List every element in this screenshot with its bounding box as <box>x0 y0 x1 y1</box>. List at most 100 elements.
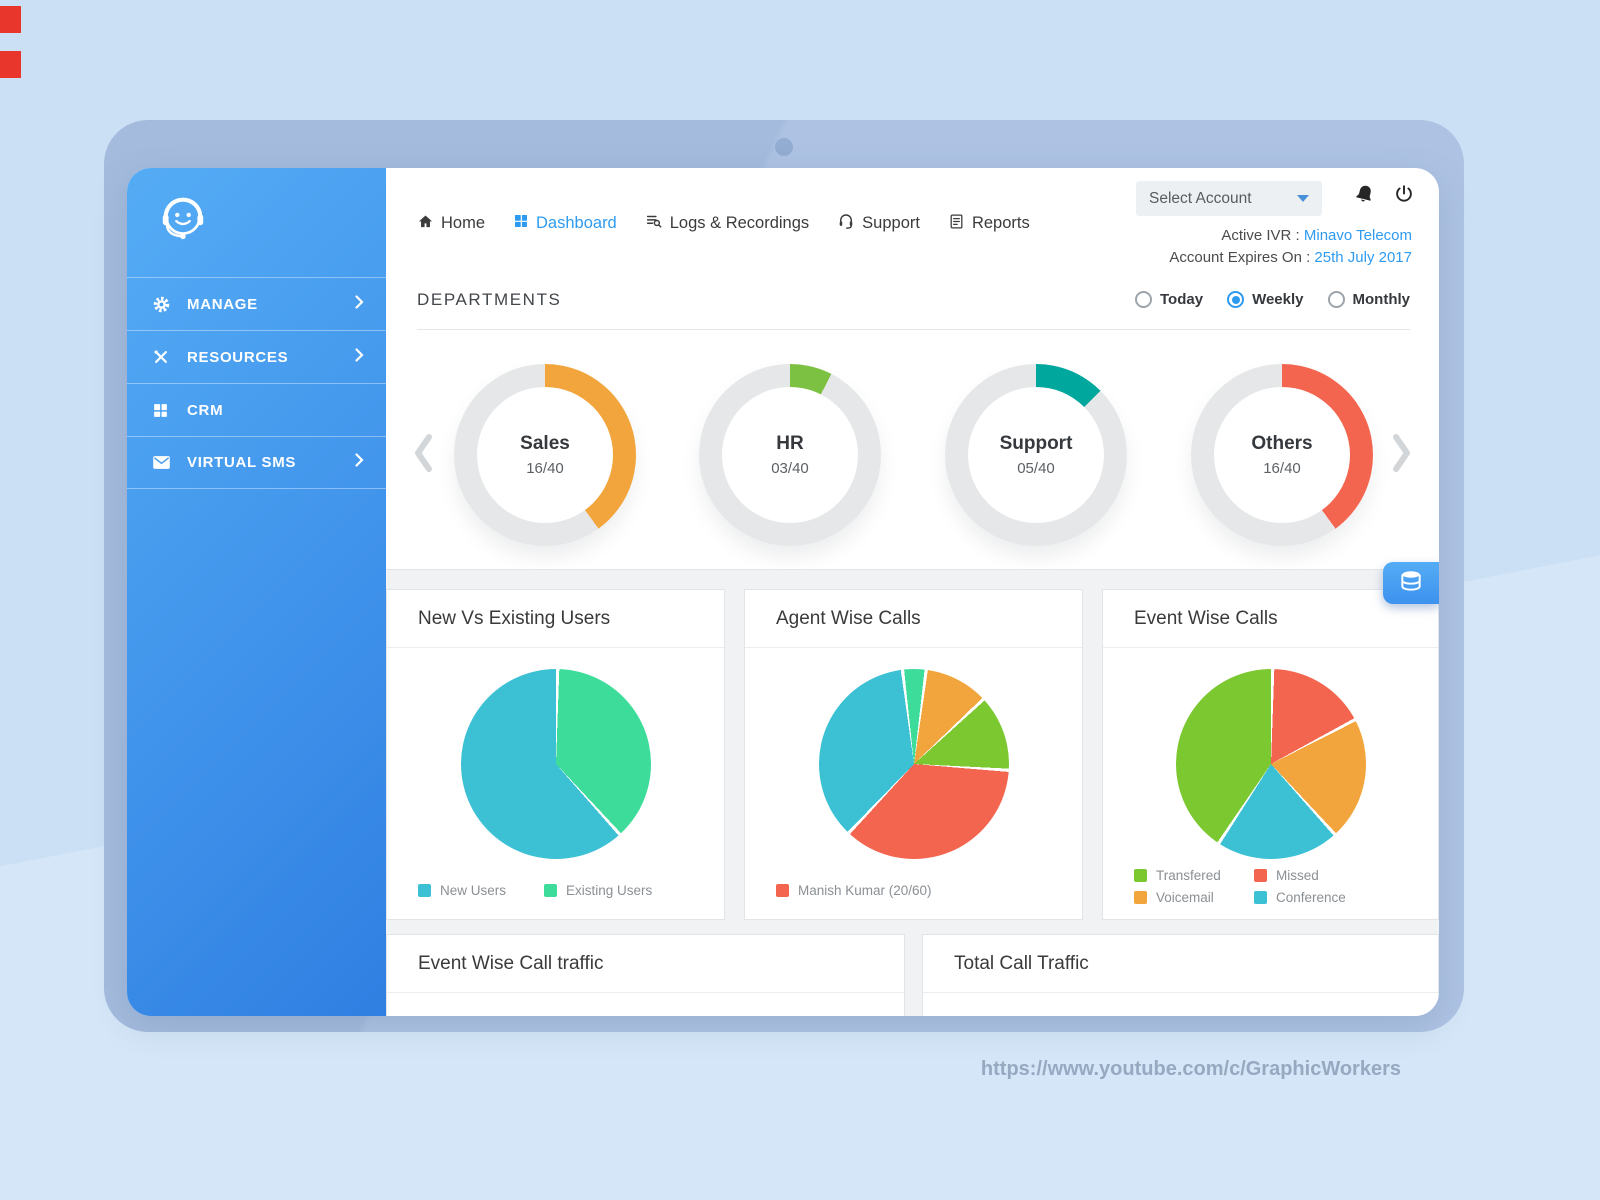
sidebar-item-virtual-sms[interactable]: VIRTUAL SMS <box>127 436 386 489</box>
notifications-bell-icon[interactable] <box>1350 181 1378 213</box>
carousel-prev-icon[interactable] <box>411 431 435 480</box>
donut-value: 03/40 <box>771 460 809 477</box>
nav-item-dashboard[interactable]: Dashboard <box>513 213 617 234</box>
card-title: Event Wise Call traffic <box>387 935 904 993</box>
app-window: MANAGE RESOURCES CRM <box>127 168 1439 1016</box>
chevron-right-icon <box>355 453 364 472</box>
expiry-date-link[interactable]: 25th July 2017 <box>1314 248 1412 266</box>
watermark-url: https://www.youtube.com/c/GraphicWorkers <box>980 1058 1401 1080</box>
top-nav: Home Dashboard Logs & Recordings Support <box>417 212 1030 235</box>
radio-weekly[interactable]: Weekly <box>1227 291 1304 308</box>
legend-swatch <box>776 884 789 897</box>
legend-item: New Users <box>418 883 506 898</box>
sidebar-item-resources[interactable]: RESOURCES <box>127 330 386 383</box>
active-ivr-line: Active IVR : Minavo Telecom <box>1169 225 1412 247</box>
card-title: New Vs Existing Users <box>387 590 724 648</box>
chevron-right-icon <box>355 347 364 367</box>
radio-label: Today <box>1160 291 1204 308</box>
donut-label: HR <box>776 433 804 454</box>
donut-value: 05/40 <box>1017 460 1055 477</box>
logs-icon <box>645 212 663 235</box>
card-event-wise-call-traffic: Event Wise Call traffic <box>386 934 905 1016</box>
card-title: Agent Wise Calls <box>745 590 1082 648</box>
donut-value: 16/40 <box>526 460 564 477</box>
camera-dot <box>775 138 793 156</box>
dashboard-icon <box>513 213 529 234</box>
card-title: Event Wise Calls <box>1103 590 1438 648</box>
tools-icon <box>152 348 174 366</box>
radio-label: Monthly <box>1352 291 1411 308</box>
period-filters: Today Weekly Monthly <box>1135 291 1410 308</box>
radio-icon <box>1327 291 1345 308</box>
chevron-down-icon <box>1297 195 1309 202</box>
support-icon <box>837 212 855 235</box>
nav-item-support[interactable]: Support <box>837 212 920 235</box>
sidebar-item-label: RESOURCES <box>187 348 289 366</box>
legend-label: Conference <box>1276 890 1346 905</box>
sidebar-item-label: CRM <box>187 401 224 419</box>
coins-icon <box>1398 569 1424 598</box>
sidebar: MANAGE RESOURCES CRM <box>127 168 386 1016</box>
nav-item-logs-recordings[interactable]: Logs & Recordings <box>645 212 809 235</box>
radio-selected-icon <box>1227 291 1245 308</box>
nav-label: Dashboard <box>536 214 617 232</box>
sidebar-item-label: VIRTUAL SMS <box>187 454 297 471</box>
select-account-dropdown[interactable]: Select Account <box>1136 181 1322 216</box>
new-vs-existing-pie-chart <box>460 669 651 859</box>
home-icon <box>417 213 434 235</box>
power-icon[interactable] <box>1393 183 1415 210</box>
grid-icon <box>152 402 174 419</box>
donut-label: Support <box>999 433 1073 454</box>
legend-item: Manish Kumar (20/60) <box>776 883 932 898</box>
donut-center: HR 03/40 <box>722 387 858 523</box>
nav-item-home[interactable]: Home <box>417 213 485 235</box>
nav-label: Logs & Recordings <box>669 214 810 232</box>
donut-sales: Sales 16/40 <box>454 364 636 546</box>
nav-item-reports[interactable]: Reports <box>948 213 1030 235</box>
reports-icon <box>948 213 965 235</box>
select-account-label: Select Account <box>1149 189 1252 207</box>
account-info: Active IVR : Minavo Telecom Account Expi… <box>1169 225 1412 268</box>
legend-swatch <box>1254 891 1267 904</box>
app-logo-headset-icon[interactable] <box>155 190 211 246</box>
sidebar-item-crm[interactable]: CRM <box>127 383 386 436</box>
card-title: Total Call Traffic <box>923 935 1438 993</box>
donut-center: Others 16/40 <box>1214 387 1350 523</box>
event-wise-pie-chart <box>1175 669 1366 859</box>
legend-item: Conference <box>1254 890 1346 905</box>
recording-marker <box>0 51 21 78</box>
donut-support: Support 05/40 <box>945 364 1127 546</box>
sidebar-menu: MANAGE RESOURCES CRM <box>127 277 386 489</box>
donut-others: Others 16/40 <box>1191 364 1373 546</box>
legend-item: Existing Users <box>544 883 652 898</box>
card-event-wise-calls: Event Wise Calls Transfered Missed <box>1102 589 1439 920</box>
donut-value: 16/40 <box>1263 460 1301 477</box>
radio-label: Weekly <box>1252 291 1304 308</box>
card-total-call-traffic: Total Call Traffic <box>922 934 1439 1016</box>
legend: Manish Kumar (20/60) <box>776 883 932 898</box>
legend-label: Existing Users <box>566 883 653 898</box>
sidebar-item-manage[interactable]: MANAGE <box>127 277 386 330</box>
carousel-next-icon[interactable] <box>1390 431 1414 480</box>
billing-coins-button[interactable] <box>1383 562 1439 604</box>
legend-label: Transfered <box>1156 868 1221 883</box>
account-expiry-line: Account Expires On : 25th July 2017 <box>1169 247 1412 269</box>
legend-item: Voicemail <box>1134 890 1254 905</box>
recording-marker <box>0 6 21 33</box>
envelope-icon <box>152 455 174 470</box>
legend-label: Voicemail <box>1156 890 1214 905</box>
radio-today[interactable]: Today <box>1135 291 1203 308</box>
legend-label: Manish Kumar (20/60) <box>798 883 932 898</box>
donut-hr: HR 03/40 <box>699 364 881 546</box>
device-frame: MANAGE RESOURCES CRM <box>104 120 1464 1032</box>
radio-monthly[interactable]: Monthly <box>1327 291 1411 308</box>
chevron-right-icon <box>355 294 364 314</box>
gear-icon <box>152 295 174 314</box>
nav-label: Home <box>441 214 486 232</box>
active-ivr-link[interactable]: Minavo Telecom <box>1303 227 1412 244</box>
legend: Transfered Missed Voicemail <box>1134 868 1346 905</box>
card-agent-wise-calls: Agent Wise Calls Manish Kumar (20/60) <box>744 589 1083 920</box>
donut-center: Sales 16/40 <box>477 387 613 523</box>
legend-swatch <box>1254 869 1267 882</box>
agent-wise-pie-chart <box>818 669 1009 859</box>
